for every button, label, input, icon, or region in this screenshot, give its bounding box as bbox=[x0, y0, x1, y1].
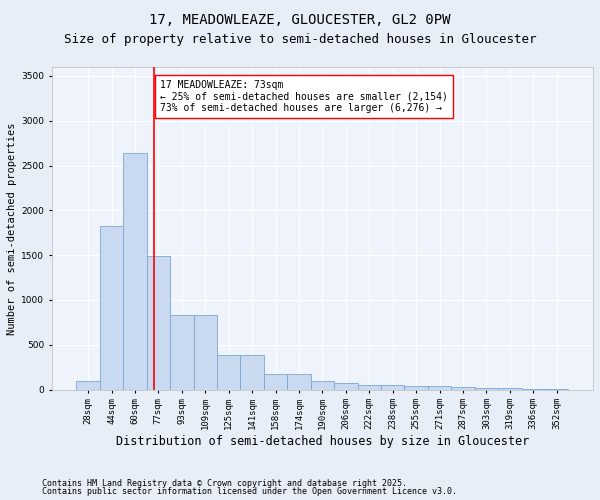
Bar bbox=[334, 384, 358, 390]
Bar bbox=[358, 384, 381, 390]
X-axis label: Distribution of semi-detached houses by size in Gloucester: Distribution of semi-detached houses by … bbox=[116, 435, 529, 448]
Bar bbox=[521, 388, 545, 390]
Text: Contains HM Land Registry data © Crown copyright and database right 2025.: Contains HM Land Registry data © Crown c… bbox=[42, 478, 407, 488]
Bar bbox=[475, 388, 498, 390]
Bar bbox=[381, 384, 404, 390]
Text: Contains public sector information licensed under the Open Government Licence v3: Contains public sector information licen… bbox=[42, 487, 457, 496]
Text: 17, MEADOWLEAZE, GLOUCESTER, GL2 0PW: 17, MEADOWLEAZE, GLOUCESTER, GL2 0PW bbox=[149, 12, 451, 26]
Bar bbox=[76, 381, 100, 390]
Bar bbox=[241, 354, 264, 390]
Bar bbox=[217, 354, 241, 390]
Bar bbox=[100, 226, 123, 390]
Bar bbox=[498, 388, 521, 390]
Bar bbox=[451, 387, 475, 390]
Text: 17 MEADOWLEAZE: 73sqm
← 25% of semi-detached houses are smaller (2,154)
73% of s: 17 MEADOWLEAZE: 73sqm ← 25% of semi-deta… bbox=[160, 80, 448, 113]
Bar bbox=[428, 386, 451, 390]
Bar bbox=[123, 153, 146, 390]
Bar bbox=[287, 374, 311, 390]
Y-axis label: Number of semi-detached properties: Number of semi-detached properties bbox=[7, 122, 17, 334]
Bar bbox=[146, 256, 170, 390]
Bar bbox=[170, 315, 194, 390]
Bar bbox=[264, 374, 287, 390]
Text: Size of property relative to semi-detached houses in Gloucester: Size of property relative to semi-detach… bbox=[64, 32, 536, 46]
Bar bbox=[311, 380, 334, 390]
Bar bbox=[194, 315, 217, 390]
Bar bbox=[404, 386, 428, 390]
